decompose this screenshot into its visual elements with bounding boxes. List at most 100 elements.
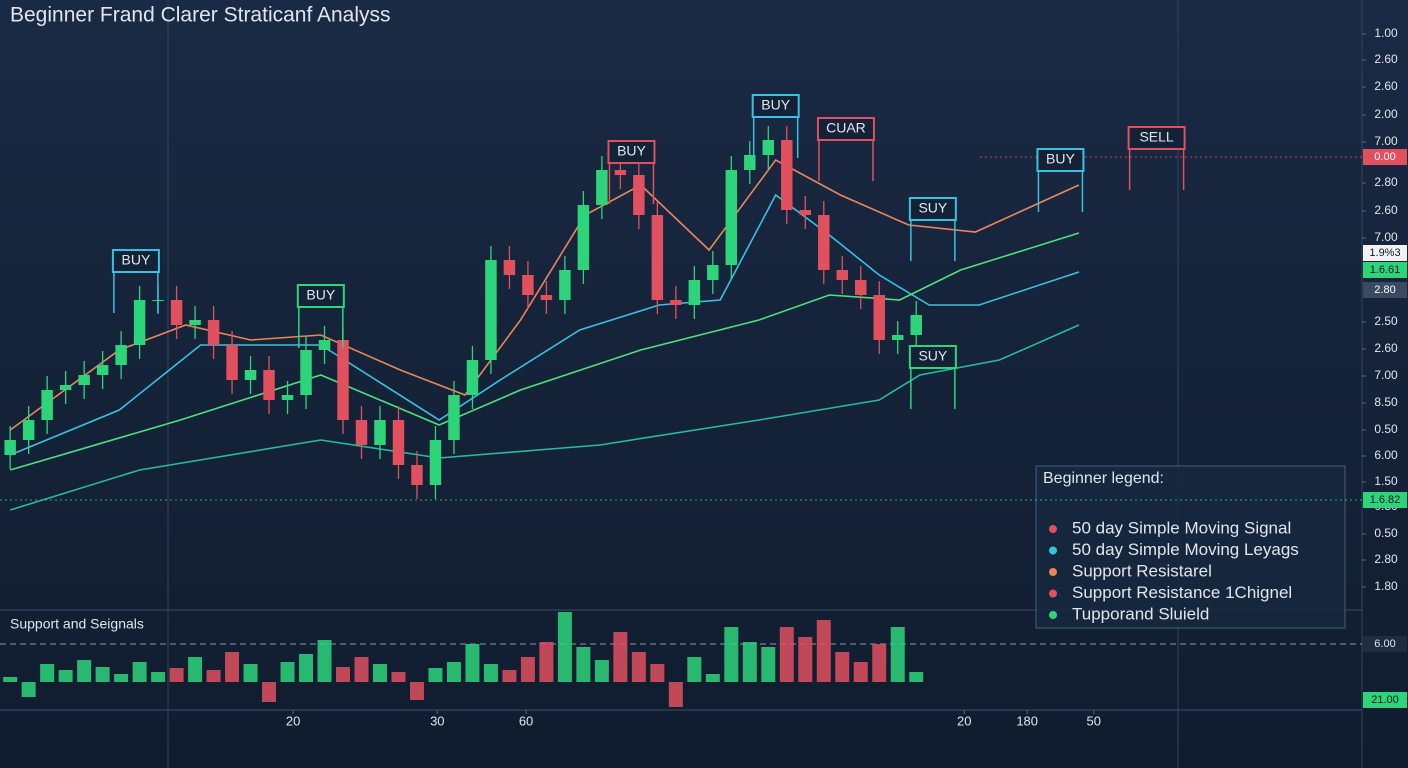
moving-average bbox=[9, 324, 1080, 511]
candle-body bbox=[263, 370, 275, 400]
candle-body bbox=[4, 440, 16, 455]
signal-box bbox=[1127, 126, 1186, 150]
volume-bar bbox=[372, 664, 387, 682]
candle-body bbox=[707, 265, 719, 280]
legend-label: Support Resistarel bbox=[1072, 561, 1212, 580]
volume-bar bbox=[243, 664, 258, 682]
volume-bar bbox=[539, 642, 554, 682]
moving-average bbox=[9, 193, 1080, 456]
volume-bar bbox=[169, 668, 184, 682]
y-tick-label: 2.60 bbox=[1374, 52, 1398, 66]
price-tag bbox=[1363, 492, 1407, 508]
volume-bar bbox=[853, 662, 868, 682]
y-tick-label: 2.50 bbox=[1374, 314, 1398, 328]
signal-label: BUY bbox=[306, 287, 335, 303]
volume-bar bbox=[631, 652, 646, 682]
candle-body bbox=[910, 315, 922, 335]
volume-tick-label: 6.00 bbox=[1374, 638, 1395, 650]
candle-body bbox=[725, 170, 738, 265]
signal-box bbox=[908, 197, 957, 221]
y-tick-label: 1.00 bbox=[1374, 26, 1398, 40]
volume-bar bbox=[705, 674, 720, 682]
price-tag bbox=[1363, 262, 1407, 278]
volume-bar bbox=[354, 657, 369, 682]
volume-bar bbox=[446, 662, 461, 682]
y-tick-label: 1.80 bbox=[1374, 579, 1398, 593]
volume-bar bbox=[132, 662, 147, 682]
price-tag-label: 1.6.82 bbox=[1370, 494, 1401, 506]
candle-body bbox=[22, 420, 35, 440]
candle-body bbox=[670, 300, 682, 305]
signal-label: SELL bbox=[1139, 129, 1173, 145]
candle-body bbox=[781, 140, 793, 210]
candle-body bbox=[744, 155, 756, 170]
volume-bar bbox=[761, 647, 776, 682]
candle-body bbox=[170, 300, 183, 325]
candle-body bbox=[189, 320, 201, 325]
signal-box bbox=[296, 284, 345, 308]
volume-bar bbox=[779, 627, 794, 682]
volume-bar bbox=[21, 682, 36, 697]
volume-bar bbox=[557, 612, 572, 682]
volume-tick-box bbox=[1363, 636, 1407, 652]
y-tick-label: 7.00 bbox=[1374, 230, 1398, 244]
legend-box bbox=[1035, 465, 1346, 629]
signal-label: SUY bbox=[918, 200, 947, 216]
candle-body bbox=[503, 260, 516, 275]
volume-bar bbox=[835, 652, 850, 682]
chart-title: Beginner Frand Clarer Straticanf Analyss bbox=[10, 4, 391, 27]
signal-box bbox=[908, 345, 957, 369]
signal-box bbox=[111, 249, 160, 273]
y-tick-label: 2.60 bbox=[1374, 341, 1398, 355]
volume-bar bbox=[262, 682, 277, 702]
x-tick-label: 50 bbox=[1086, 713, 1100, 728]
volume-bar bbox=[40, 664, 55, 682]
candle-body bbox=[392, 420, 405, 465]
signal-box bbox=[816, 117, 875, 141]
candle-body bbox=[633, 175, 645, 215]
volume-bar bbox=[151, 672, 166, 682]
legend-label: 50 day Simple Moving Signal bbox=[1072, 518, 1291, 537]
signal-label: SUY bbox=[918, 348, 947, 364]
candle-body bbox=[836, 270, 848, 280]
candle-body bbox=[337, 340, 349, 420]
candle-body bbox=[891, 335, 904, 340]
signal-box bbox=[1036, 148, 1085, 172]
legend-swatch bbox=[1049, 546, 1057, 555]
candle-body bbox=[448, 395, 460, 440]
price-tag bbox=[1363, 282, 1407, 298]
volume-bar bbox=[114, 674, 129, 682]
volume-bar bbox=[77, 660, 92, 682]
volume-bar bbox=[890, 627, 905, 682]
candle-body bbox=[799, 210, 812, 215]
legend: Beginner legend: 50 day Simple Moving Si… bbox=[1035, 465, 1346, 629]
pane-label: Support and Seignals bbox=[10, 616, 144, 632]
y-tick-label: 1.50 bbox=[1374, 474, 1398, 488]
volume-bar bbox=[465, 644, 480, 682]
candle-body bbox=[429, 440, 442, 485]
volume-bar bbox=[668, 682, 683, 707]
legend-label: Support Resistance 1Chignel bbox=[1072, 583, 1292, 602]
candle-body bbox=[207, 320, 220, 345]
candle-body bbox=[466, 360, 479, 395]
y-tick-label: 6.00 bbox=[1374, 448, 1398, 462]
signal-box bbox=[751, 94, 800, 118]
legend-swatch bbox=[1049, 611, 1057, 619]
volume-bar bbox=[613, 632, 628, 682]
signal-label: BUY bbox=[122, 252, 151, 268]
candle-body bbox=[577, 205, 590, 270]
volume-tick-box bbox=[1363, 692, 1407, 708]
volume-bar bbox=[3, 677, 18, 682]
candle-body bbox=[485, 260, 497, 360]
x-tick-label: 60 bbox=[519, 713, 533, 728]
price-tag bbox=[1363, 149, 1407, 165]
candle-body bbox=[41, 390, 53, 420]
volume-bar bbox=[188, 657, 203, 682]
volume-bar bbox=[428, 668, 443, 682]
y-tick-label: 2.00 bbox=[1374, 107, 1398, 121]
candle-body bbox=[355, 420, 368, 445]
volume-bar bbox=[409, 682, 424, 700]
candle-body bbox=[318, 340, 331, 350]
volume-bar bbox=[724, 627, 739, 682]
